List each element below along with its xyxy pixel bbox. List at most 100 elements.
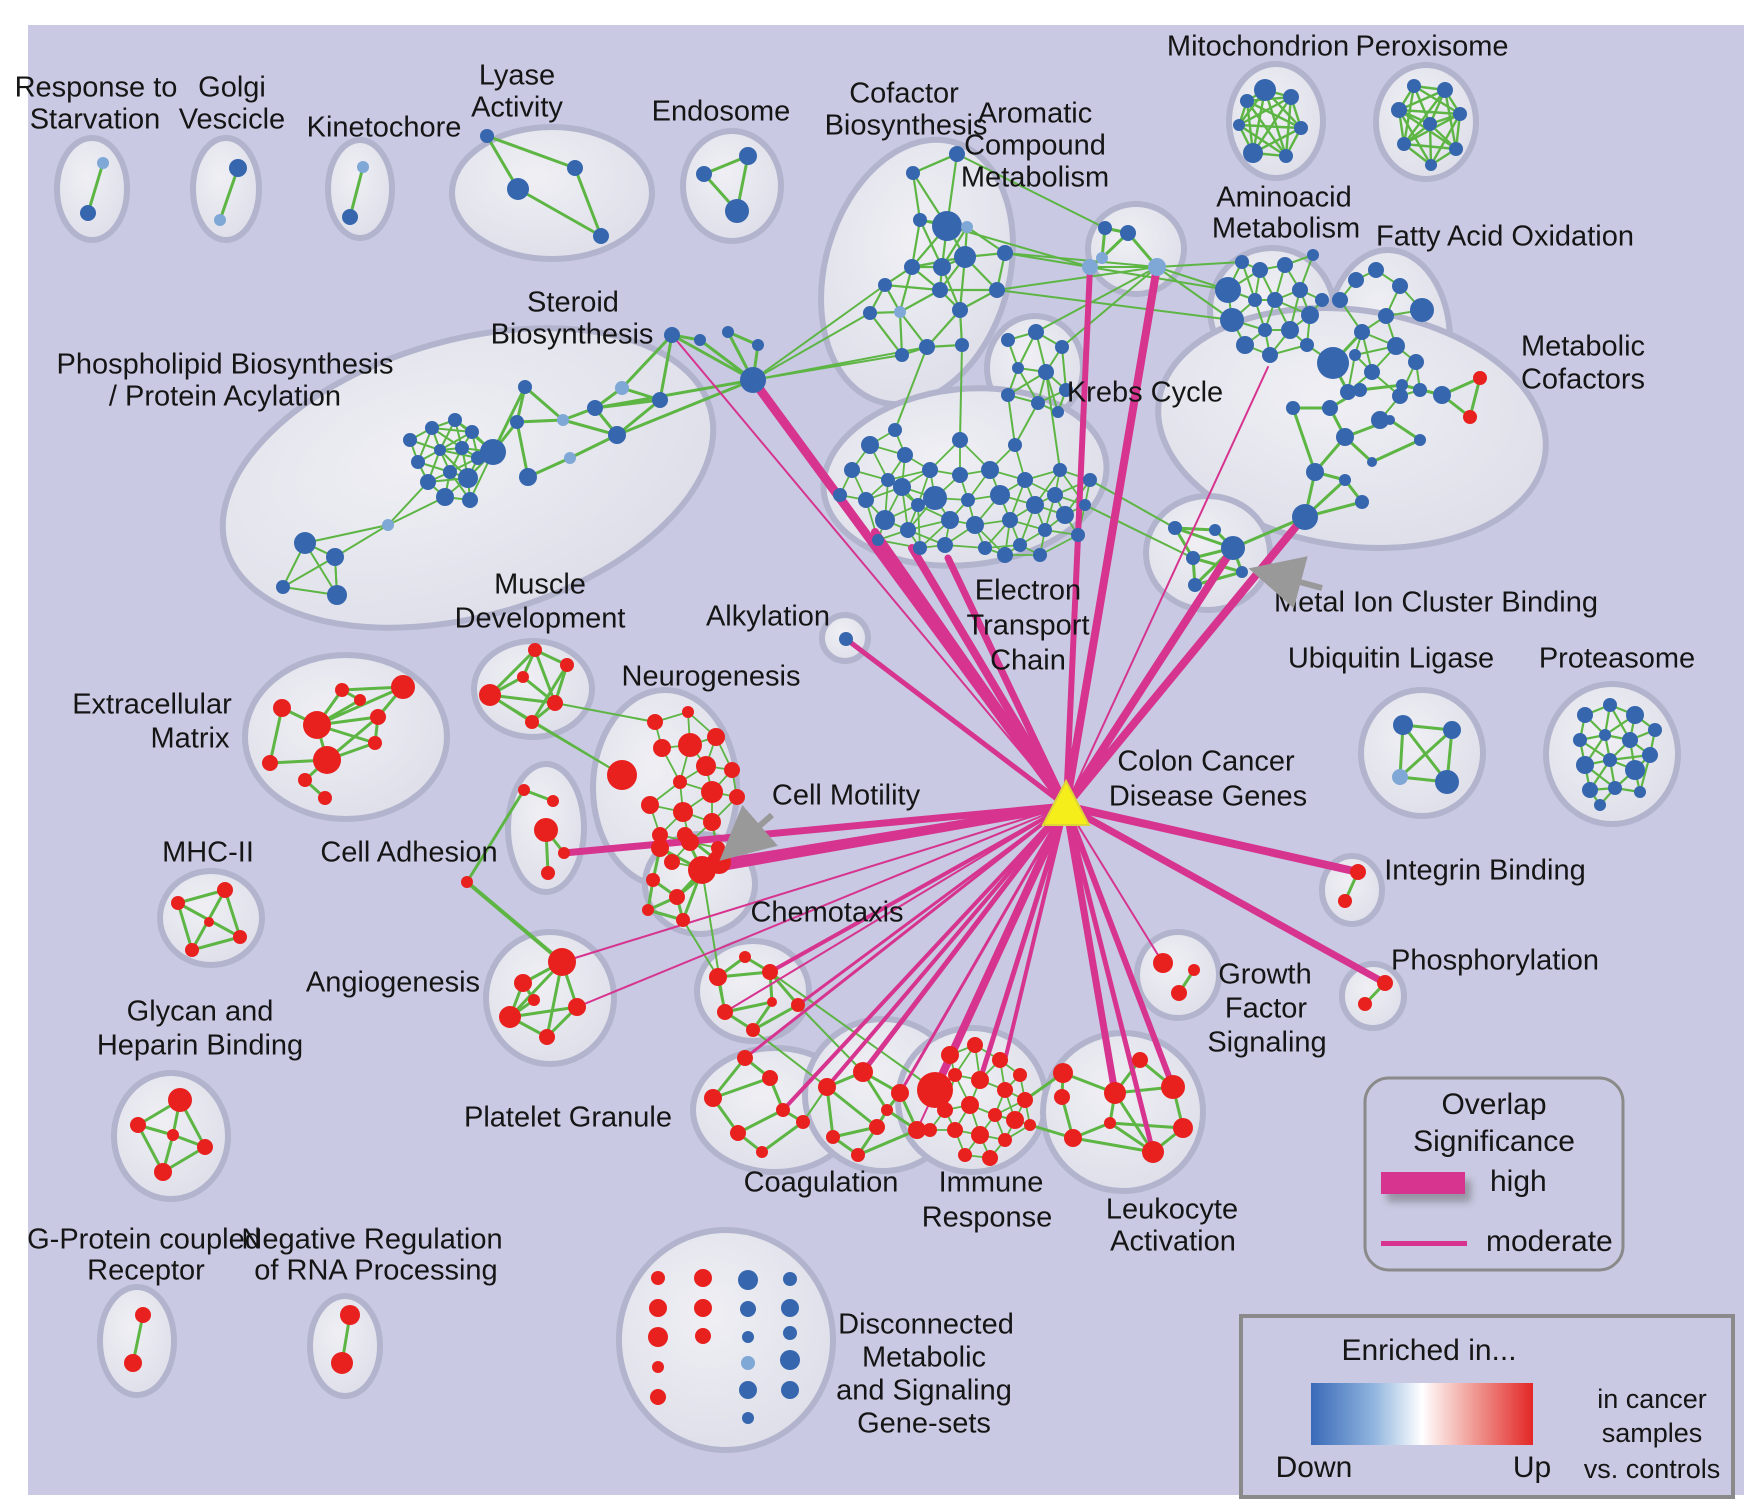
gene-set-node[interactable] (1407, 79, 1421, 93)
gene-set-node[interactable] (1017, 1092, 1033, 1108)
gene-set-node[interactable] (694, 1299, 712, 1317)
gene-set-node[interactable] (514, 974, 532, 992)
gene-set-node[interactable] (1603, 698, 1617, 712)
gene-set-node[interactable] (1396, 379, 1408, 391)
gene-set-node[interactable] (1083, 473, 1097, 487)
gene-set-node[interactable] (276, 580, 290, 594)
gene-set-node[interactable] (729, 789, 745, 805)
gene-set-node[interactable] (564, 452, 576, 464)
gene-set-node[interactable] (185, 943, 199, 957)
gene-set-node[interactable] (642, 904, 654, 916)
gene-set-node[interactable] (1047, 487, 1063, 503)
gene-set-node[interactable] (1332, 292, 1348, 308)
gene-set-node[interactable] (1338, 894, 1352, 908)
gene-set-node[interactable] (703, 813, 721, 831)
gene-set-node[interactable] (1355, 495, 1369, 509)
gene-set-node[interactable] (1301, 306, 1319, 324)
gene-set-node[interactable] (678, 733, 702, 757)
gene-set-node[interactable] (1435, 770, 1459, 794)
gene-set-node[interactable] (961, 221, 973, 233)
gene-set-node[interactable] (547, 695, 563, 711)
gene-set-node[interactable] (1622, 732, 1638, 748)
gene-set-node[interactable] (1059, 383, 1073, 397)
gene-set-node[interactable] (1052, 406, 1064, 418)
gene-set-node[interactable] (1371, 411, 1389, 429)
gene-set-node[interactable] (1262, 347, 1278, 363)
gene-set-node[interactable] (997, 1082, 1013, 1098)
gene-set-node[interactable] (767, 997, 777, 1007)
gene-set-node[interactable] (1410, 298, 1434, 322)
gene-set-node[interactable] (707, 728, 725, 746)
gene-set-node[interactable] (303, 711, 331, 739)
gene-set-node[interactable] (651, 839, 669, 857)
gene-set-node[interactable] (647, 714, 663, 730)
gene-set-node[interactable] (913, 541, 927, 555)
gene-set-node[interactable] (1350, 864, 1366, 880)
gene-set-node[interactable] (1408, 354, 1424, 370)
gene-set-node[interactable] (717, 1004, 733, 1020)
gene-set-node[interactable] (981, 461, 999, 479)
gene-set-node[interactable] (461, 876, 473, 888)
gene-set-node[interactable] (1001, 388, 1015, 402)
gene-set-node[interactable] (947, 1122, 963, 1138)
gene-set-node[interactable] (567, 160, 583, 176)
gene-set-node[interactable] (1024, 1119, 1036, 1131)
gene-set-node[interactable] (1577, 707, 1593, 723)
gene-set-node[interactable] (434, 444, 446, 456)
gene-set-node[interactable] (1258, 323, 1272, 337)
gene-set-node[interactable] (724, 762, 740, 778)
gene-set-node[interactable] (1387, 337, 1405, 355)
gene-set-node[interactable] (80, 205, 96, 221)
gene-set-node[interactable] (1413, 383, 1427, 397)
gene-set-node[interactable] (701, 781, 723, 803)
gene-set-node[interactable] (673, 802, 693, 822)
gene-set-node[interactable] (781, 1381, 799, 1399)
gene-set-node[interactable] (607, 760, 637, 790)
gene-set-node[interactable] (872, 534, 884, 546)
gene-set-node[interactable] (1252, 262, 1268, 278)
gene-set-node[interactable] (1056, 506, 1074, 524)
gene-set-node[interactable] (833, 488, 847, 502)
gene-set-node[interactable] (1625, 760, 1645, 780)
gene-set-node[interactable] (1054, 1089, 1070, 1105)
gene-set-node[interactable] (1079, 499, 1091, 511)
gene-set-node[interactable] (923, 486, 947, 510)
gene-set-node[interactable] (651, 1271, 665, 1285)
gene-set-node[interactable] (1277, 257, 1293, 273)
gene-set-node[interactable] (1648, 723, 1662, 737)
gene-set-node[interactable] (818, 1078, 836, 1096)
gene-set-node[interactable] (933, 258, 951, 276)
gene-set-node[interactable] (357, 161, 369, 173)
gene-set-node[interactable] (881, 473, 895, 487)
gene-set-node[interactable] (1002, 512, 1018, 528)
gene-set-node[interactable] (1053, 1063, 1073, 1083)
gene-set-node[interactable] (741, 1356, 755, 1370)
gene-set-node[interactable] (1367, 457, 1377, 467)
gene-set-node[interactable] (783, 1326, 797, 1340)
gene-set-node[interactable] (420, 474, 436, 490)
gene-set-node[interactable] (425, 421, 439, 435)
gene-set-node[interactable] (528, 994, 540, 1006)
gene-set-node[interactable] (1393, 715, 1413, 735)
gene-set-node[interactable] (781, 1299, 799, 1317)
gene-set-node[interactable] (1012, 362, 1024, 374)
gene-set-node[interactable] (1315, 293, 1329, 307)
gene-set-node[interactable] (1038, 364, 1054, 380)
gene-set-node[interactable] (593, 228, 609, 244)
gene-set-node[interactable] (1064, 1129, 1082, 1147)
gene-set-node[interactable] (971, 1071, 989, 1089)
gene-set-node[interactable] (664, 854, 680, 870)
gene-set-node[interactable] (1055, 340, 1069, 354)
gene-set-node[interactable] (1385, 415, 1395, 425)
gene-set-node[interactable] (342, 209, 358, 225)
gene-set-node[interactable] (737, 1050, 753, 1066)
gene-set-node[interactable] (937, 1102, 953, 1118)
gene-set-node[interactable] (641, 796, 659, 814)
gene-set-node[interactable] (756, 1146, 768, 1158)
gene-set-node[interactable] (480, 439, 506, 465)
gene-set-node[interactable] (998, 1133, 1012, 1147)
gene-set-node[interactable] (1463, 410, 1477, 424)
gene-set-node[interactable] (1317, 347, 1349, 379)
gene-set-node[interactable] (652, 1361, 664, 1373)
gene-set-node[interactable] (1391, 102, 1407, 118)
